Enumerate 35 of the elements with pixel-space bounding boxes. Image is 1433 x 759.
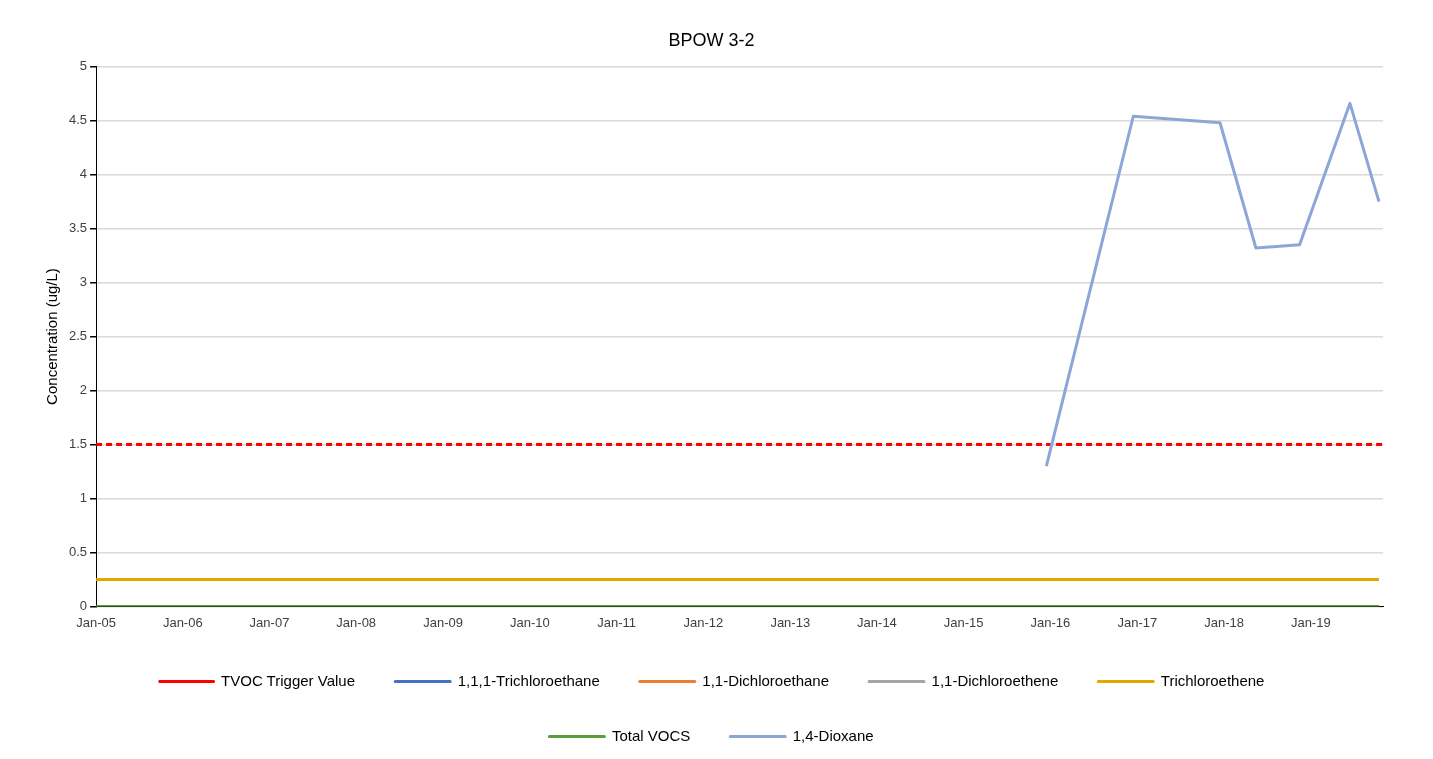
x-tick-label: Jan-18 xyxy=(1204,614,1244,630)
y-tick-label: 2 xyxy=(79,382,88,398)
legend-label: 1,1-Dichloroethane xyxy=(702,671,830,689)
y-tick-label: 1.5 xyxy=(68,436,88,452)
y-tick-label: 0 xyxy=(79,597,88,613)
legend-label: TVOC Trigger Value xyxy=(221,671,356,689)
x-tick-label: Jan-10 xyxy=(510,614,550,630)
y-tick-label: 0.5 xyxy=(68,544,88,559)
x-tick-label: Jan-07 xyxy=(249,614,290,630)
legend-label: 1,4-Dioxane xyxy=(792,726,874,744)
x-tick-label: Jan-15 xyxy=(943,614,984,630)
legend-label: 1,1-Dichloroethene xyxy=(931,671,1059,689)
legend-label: 1,1,1-Trichloroethane xyxy=(457,671,600,689)
legend-label: Total VOCS xyxy=(611,726,691,744)
y-tick-label: 5 xyxy=(79,58,88,74)
x-tick-label: Jan-19 xyxy=(1290,614,1331,630)
x-tick-label: Jan-06 xyxy=(162,614,203,630)
y-axis-title: Concentration (ug/L) xyxy=(43,268,61,405)
y-tick-label: 3.5 xyxy=(68,220,88,236)
y-tick-label: 2.5 xyxy=(68,328,88,344)
x-tick-label: Jan-09 xyxy=(423,614,464,630)
x-tick-label: Jan-08 xyxy=(336,614,377,630)
y-tick-label: 4 xyxy=(79,166,88,182)
x-tick-label: Jan-16 xyxy=(1030,614,1071,630)
x-tick-label: Jan-11 xyxy=(597,614,636,630)
x-tick-label: Jan-14 xyxy=(857,614,897,630)
y-tick-label: 3 xyxy=(79,274,88,290)
x-tick-label: Jan-05 xyxy=(76,614,116,630)
y-tick-label: 4.5 xyxy=(68,112,88,128)
chart-title: BPOW 3-2 xyxy=(668,29,755,50)
x-tick-label: Jan-17 xyxy=(1117,614,1158,630)
x-tick-label: Jan-12 xyxy=(683,614,724,630)
y-tick-label: 1 xyxy=(79,490,88,506)
legend-label: Trichloroethene xyxy=(1160,671,1265,689)
x-tick-label: Jan-13 xyxy=(770,614,811,630)
